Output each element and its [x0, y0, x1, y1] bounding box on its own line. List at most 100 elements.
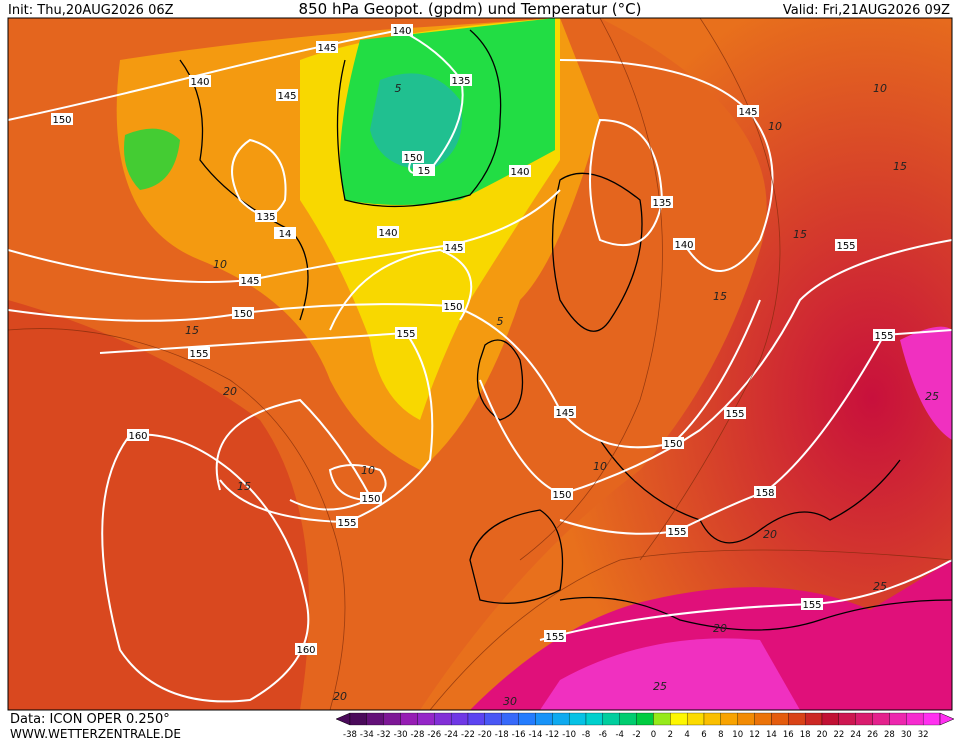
- geopotential-label: 155: [545, 632, 564, 643]
- temperature-label: 25: [925, 390, 939, 403]
- temperature-label: 15: [185, 324, 199, 337]
- isotherms: [8, 18, 952, 710]
- geopotential-labels: 140 145 140 145 135 150 150 15 140 135 14 140 145 135…: [51, 24, 895, 656]
- label-box: [336, 516, 358, 528]
- map: [8, 18, 952, 710]
- colorbar-swatch: [450, 712, 469, 726]
- geopotential-label: 160: [128, 431, 147, 442]
- colorbar-swatch: [804, 712, 823, 726]
- geopotential-label: 158: [755, 488, 774, 499]
- colorbar-label: 2: [668, 730, 673, 740]
- colorbar-label: 30: [901, 730, 912, 740]
- label-box: [189, 75, 211, 87]
- geopotential-label: 145: [555, 408, 574, 419]
- geopotential-label: 145: [240, 276, 259, 287]
- temperature-label: 5: [497, 315, 504, 328]
- colorbar-swatch: [366, 712, 384, 726]
- colorbar-swatch: [383, 712, 401, 726]
- label-box: [551, 488, 573, 500]
- colorbar-label: -38: [343, 730, 357, 740]
- temperature-label: 20: [763, 528, 777, 541]
- data-source: Data: ICON OPER 0.250°: [10, 712, 170, 727]
- temperature-label: 10: [873, 82, 887, 95]
- geopotential-label: 150: [552, 490, 571, 501]
- colorbar-swatch: [872, 712, 890, 726]
- colorbar-swatch: [737, 712, 755, 726]
- warm-area-west: [8, 300, 309, 710]
- label-box: [554, 406, 576, 418]
- geopotential-label: 155: [337, 518, 356, 529]
- label-box: [255, 210, 277, 222]
- geopotential-label: 155: [802, 600, 821, 611]
- colorbar-swatch: [349, 712, 368, 726]
- valid-time: Valid: Fri,21AUG2026 09Z: [783, 3, 950, 18]
- label-box: [413, 164, 435, 176]
- colorbar-label: 22: [833, 730, 844, 740]
- geopotential-label: 155: [836, 241, 855, 252]
- init-time: Init: Thu,20AUG2026 06Z: [8, 3, 174, 18]
- geopotential-label: 140: [190, 77, 209, 88]
- colorbar-label: -10: [562, 730, 576, 740]
- colorbar-label: 12: [749, 730, 760, 740]
- label-box: [673, 238, 695, 250]
- geopotential-label: 150: [443, 302, 462, 313]
- colorbar-label: 24: [850, 730, 861, 740]
- label-box: [274, 227, 296, 239]
- coastlines: [179, 29, 952, 631]
- colorbar-label: 18: [800, 730, 811, 740]
- colorbar-label: -26: [427, 730, 441, 740]
- colorbar-label: 14: [766, 730, 777, 740]
- colorbar-swatch: [619, 712, 637, 726]
- colorbar-swatch: [653, 712, 671, 726]
- label-box: [443, 241, 465, 253]
- label-box: [724, 407, 746, 419]
- geopotential-label: 150: [403, 153, 422, 164]
- colorbar-swatch: [771, 712, 789, 726]
- geopotential-label: 150: [52, 115, 71, 126]
- temperature-label: 25: [653, 680, 667, 693]
- temperature-label: 15: [713, 290, 727, 303]
- geopotential-label: 150: [233, 309, 252, 320]
- website: WWW.WETTERZENTRALE.DE: [10, 727, 181, 741]
- colorbar: -38 -34 -32 -30 -28 -26 -24 -22 -20 -18 -16 -14 -12-…: [335, 712, 955, 740]
- temperature-label: 10: [593, 460, 607, 473]
- label-box: [391, 24, 413, 36]
- colorbar-swatch: [568, 712, 587, 726]
- label-box: [127, 429, 149, 441]
- colorbar-label: -32: [377, 730, 391, 740]
- temperature-label: 10: [213, 258, 227, 271]
- geopotential-label: 150: [663, 439, 682, 450]
- geopotential-label: 155: [667, 527, 686, 538]
- geopotential-label: 15: [418, 166, 431, 177]
- colorbar-label: 0: [651, 730, 656, 740]
- colorbar-swatch: [838, 712, 856, 726]
- label-box: [509, 165, 531, 177]
- colorbar-label: -6: [599, 730, 607, 740]
- geopotential-label: 145: [738, 107, 757, 118]
- colorbar-label: 28: [884, 730, 895, 740]
- colorbar-label: 6: [701, 730, 706, 740]
- colorbar-label: 26: [867, 730, 878, 740]
- geopotential-label: 155: [874, 331, 893, 342]
- label-box: [188, 347, 210, 359]
- colorbar-swatch: [906, 712, 924, 726]
- colorbar-label: 16: [783, 730, 794, 740]
- colorbar-swatch: [720, 712, 738, 726]
- colorbar-label: -12: [545, 730, 559, 740]
- colorbar-swatch: [922, 712, 941, 726]
- colorbar-label: -34: [360, 730, 374, 740]
- colorbar-arrow-right: [939, 712, 955, 726]
- temperature-label: 10: [361, 464, 375, 477]
- colorbar-swatch: [686, 712, 705, 726]
- colorbar-label: 8: [718, 730, 723, 740]
- geopotential-label: 135: [652, 198, 671, 209]
- temperature-label: 5: [395, 82, 402, 95]
- temperature-label: 15: [893, 160, 907, 173]
- label-box: [835, 239, 857, 251]
- colorbar-swatch: [467, 712, 486, 726]
- colorbar-label: 32: [918, 730, 929, 740]
- colorbar-label: -20: [478, 730, 492, 740]
- label-box: [754, 486, 776, 498]
- hot-core: [540, 638, 800, 710]
- colorbar-swatch: [434, 712, 452, 726]
